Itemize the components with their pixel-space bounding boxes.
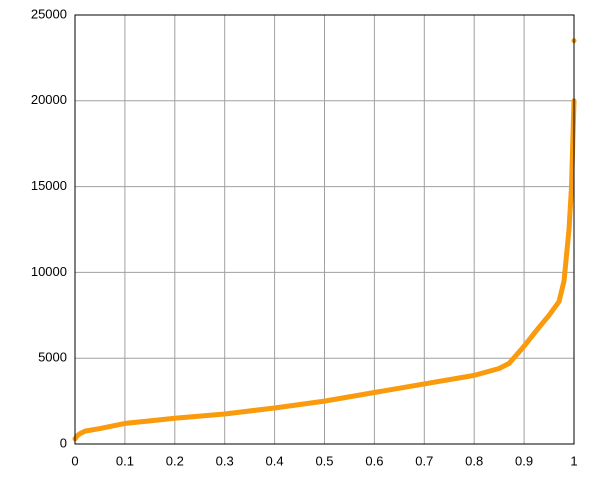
x-tick-label: 0.9 (515, 453, 533, 468)
x-tick-label: 0.4 (266, 453, 284, 468)
x-tick-label: 0.1 (116, 453, 134, 468)
x-tick-label: 0.7 (415, 453, 433, 468)
y-tick-label: 0 (60, 435, 67, 450)
plot-frame (74, 14, 575, 445)
y-tick-label: 10000 (31, 264, 67, 279)
x-tick-label: 0.6 (365, 453, 383, 468)
y-tick-label: 20000 (31, 92, 67, 107)
x-tick-label: 0.8 (465, 453, 483, 468)
x-tick-label: 0.2 (166, 453, 184, 468)
y-tick-label: 15000 (31, 178, 67, 193)
y-tick-label: 25000 (31, 6, 67, 21)
x-tick-label: 0 (71, 453, 78, 468)
x-tick-label: 0.5 (315, 453, 333, 468)
y-tick-label: 5000 (38, 350, 67, 365)
x-tick-label: 0.3 (216, 453, 234, 468)
x-tick-label: 1 (570, 453, 577, 468)
